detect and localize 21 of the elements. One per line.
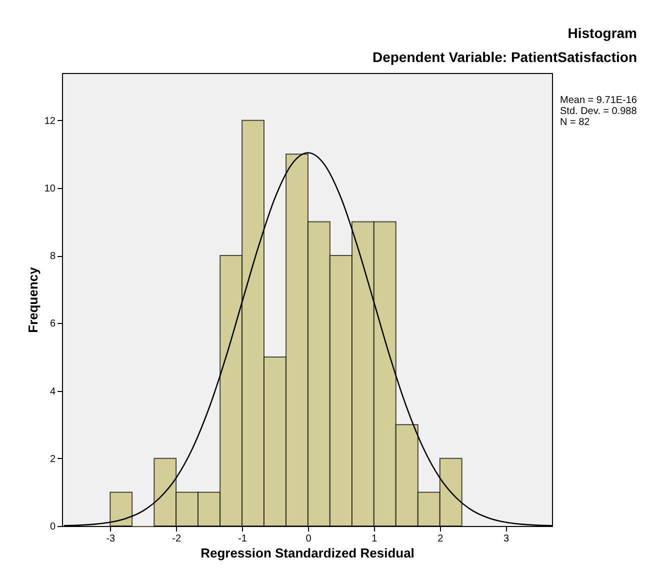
y-tick-label: 8 — [50, 251, 56, 262]
y-tick-label: 12 — [44, 116, 56, 127]
x-tick-label: -3 — [106, 534, 116, 544]
y-tick-label: 2 — [50, 454, 56, 465]
x-tick-label: 1 — [372, 534, 378, 544]
x-axis-title: Regression Standardized Residual — [200, 546, 414, 560]
y-axis-title: Frequency — [25, 266, 40, 333]
y-tick-label: 6 — [50, 318, 56, 330]
text: Mean = 9.71E-16 — [560, 95, 638, 106]
x-tick-label: 3 — [504, 534, 510, 544]
x-tick-label: -2 — [172, 534, 182, 544]
chart-subtitle: Dependent Variable: PatientSatisfaction — [372, 49, 637, 65]
x-tick-label: -1 — [238, 534, 248, 544]
text: N = 82 — [560, 117, 590, 128]
x-tick-label: 0 — [306, 534, 312, 544]
y-tick-label: 4 — [50, 386, 56, 398]
text: Histogram — [568, 25, 637, 41]
y-tick-label: 10 — [44, 183, 56, 194]
text: Std. Dev. = 0.988 — [560, 106, 638, 117]
y-tick-label: 0 — [50, 522, 56, 532]
x-tick-label: 2 — [438, 534, 444, 544]
